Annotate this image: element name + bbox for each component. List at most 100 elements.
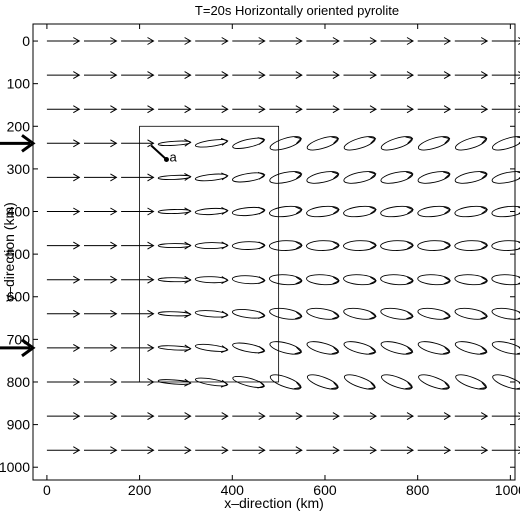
arrow-head: [369, 105, 377, 114]
polarization-marker: [417, 446, 452, 455]
x-tick-label: 0: [43, 482, 51, 498]
arrow-head: [332, 37, 340, 45]
polarization-marker: [158, 446, 192, 455]
polarization-marker: [121, 139, 155, 148]
polarization-marker: [231, 206, 266, 217]
polarization-marker: [232, 446, 266, 455]
arrow-head: [184, 207, 192, 216]
arrow-head: [147, 37, 155, 45]
polarization-marker: [343, 274, 377, 286]
arrow-head: [294, 311, 303, 320]
polarization-marker: [269, 205, 303, 218]
polarization-ellipse: [381, 374, 413, 390]
arrow-head: [516, 136, 520, 144]
polarization-marker: [343, 136, 377, 151]
arrow-head: [405, 381, 413, 390]
polarization-ellipse: [268, 240, 303, 251]
arrow-head: [220, 137, 229, 146]
polarization-marker: [491, 307, 520, 320]
polarization-marker: [269, 307, 303, 320]
polarization-marker: [269, 341, 303, 355]
arrow-head: [516, 381, 520, 390]
polarization-marker: [492, 374, 520, 390]
polarization-marker: [232, 71, 266, 80]
polarization-marker: [306, 240, 340, 251]
arrow-head: [406, 412, 414, 421]
arrow-head: [73, 446, 81, 455]
polarization-marker: [380, 136, 414, 151]
arrow-head: [330, 381, 339, 390]
incident-wave-arrowhead: [21, 338, 36, 358]
polarization-marker: [454, 105, 489, 114]
polarization-marker: [417, 274, 452, 286]
polarization-marker: [380, 105, 414, 114]
arrow-head: [184, 378, 192, 387]
arrow-head: [295, 412, 303, 421]
arrow-head: [443, 37, 452, 45]
polarization-marker: [46, 275, 81, 284]
polarization-marker: [417, 37, 452, 45]
polarization-marker: [454, 205, 489, 218]
polarization-marker: [121, 105, 155, 114]
polarization-marker: [232, 412, 266, 421]
y-axis-label: y–direction (km): [1, 202, 17, 302]
polarization-marker: [195, 105, 229, 114]
polarization-marker: [380, 171, 414, 184]
arrow-head: [110, 309, 118, 318]
plot-frame: [32, 23, 516, 481]
arrow-head: [442, 346, 451, 355]
y-tick-label: 100: [7, 76, 31, 92]
arrow-head: [221, 105, 229, 114]
arrow-head: [221, 71, 229, 80]
arrow-head: [332, 446, 340, 455]
polarization-ellipse: [343, 136, 376, 151]
polarization-marker: [46, 71, 81, 80]
arrow-head: [184, 412, 192, 421]
arrow-head: [480, 71, 489, 80]
polarization-marker: [417, 412, 452, 421]
polarization-marker: [232, 171, 266, 183]
polarization-ellipse: [492, 136, 520, 151]
arrow-head: [258, 311, 266, 319]
polarization-ellipse: [269, 136, 302, 151]
arrow-head: [73, 378, 81, 386]
arrow-head: [184, 344, 192, 353]
polarization-ellipse: [418, 374, 450, 390]
polarization-marker: [417, 205, 451, 218]
polarization-marker: [46, 241, 81, 250]
arrow-head: [369, 241, 377, 250]
polarization-marker: [121, 241, 155, 250]
polarization-field: [46, 37, 520, 455]
arrow-head: [295, 241, 303, 250]
polarization-ellipse: [454, 240, 488, 251]
polarization-marker: [454, 274, 489, 286]
polarization-marker: [268, 240, 303, 251]
polarization-marker: [418, 374, 451, 390]
arrow-head: [184, 446, 192, 455]
polarization-marker: [306, 341, 340, 355]
arrow-head: [110, 343, 118, 352]
polarization-marker: [492, 136, 520, 151]
polarization-marker: [121, 207, 155, 216]
polarization-marker: [417, 136, 451, 151]
x-tick-label: 600: [313, 482, 337, 498]
polarization-ellipse: [417, 205, 451, 218]
arrow-head: [147, 71, 155, 80]
arrow-head: [332, 71, 340, 80]
polarization-ellipse: [306, 136, 339, 151]
polarization-marker: [84, 412, 118, 421]
arrow-head: [110, 412, 118, 421]
arrow-head: [184, 138, 192, 147]
polarization-ellipse: [491, 205, 520, 218]
arrow-head: [221, 172, 229, 181]
polarization-ellipse: [491, 240, 520, 251]
tick-labels: 0200400600800100001002003004005006007008…: [0, 33, 520, 498]
polarization-marker: [454, 412, 489, 421]
arrow-head: [184, 173, 192, 181]
arrow-head: [406, 446, 414, 455]
polarization-ellipse: [455, 136, 487, 151]
arrow-head: [221, 241, 229, 250]
polarization-marker: [343, 37, 377, 45]
arrow-head: [258, 276, 266, 285]
